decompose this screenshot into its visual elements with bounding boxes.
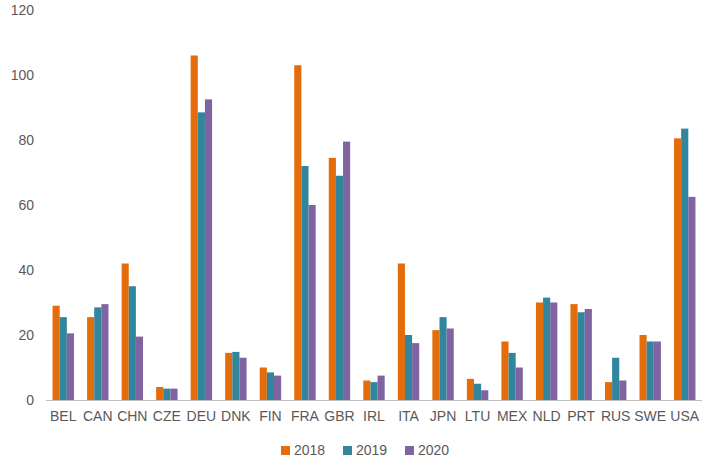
x-tick-label: SWE <box>634 408 666 424</box>
bar <box>536 303 543 401</box>
bar <box>612 358 619 400</box>
bar <box>647 342 654 401</box>
bar <box>439 317 446 400</box>
y-tick-label: 100 <box>11 67 35 83</box>
x-tick-label: MEX <box>497 408 528 424</box>
bar <box>674 138 681 400</box>
x-tick-label: ITA <box>398 408 419 424</box>
bar <box>378 376 385 400</box>
x-axis <box>46 400 702 401</box>
bar <box>129 286 136 400</box>
y-tick-label: 80 <box>18 132 34 148</box>
bar <box>122 264 129 401</box>
bar <box>87 317 94 400</box>
bar <box>136 337 143 400</box>
bars <box>53 56 696 401</box>
bar <box>516 368 523 401</box>
bar <box>336 176 343 400</box>
bar <box>163 389 170 400</box>
bar <box>681 129 688 400</box>
x-tick-label: BEL <box>50 408 77 424</box>
bar <box>398 264 405 401</box>
legend-label: 2020 <box>418 442 449 458</box>
bar <box>260 368 267 401</box>
bar <box>225 353 232 400</box>
bar <box>570 304 577 400</box>
legend-label: 2018 <box>294 442 325 458</box>
bar <box>640 335 647 400</box>
bar <box>294 65 301 400</box>
legend-swatch <box>343 446 352 455</box>
bar <box>329 158 336 400</box>
bar <box>550 303 557 401</box>
x-tick-label: JPN <box>430 408 456 424</box>
x-tick-label: CAN <box>83 408 113 424</box>
x-tick-label: FIN <box>259 408 282 424</box>
bar <box>481 390 488 400</box>
bar <box>363 381 370 401</box>
bar <box>474 384 481 400</box>
bar <box>343 142 350 400</box>
bar <box>267 372 274 400</box>
bar <box>654 342 661 401</box>
bar <box>232 352 239 400</box>
legend-swatch <box>281 446 290 455</box>
bar <box>585 309 592 400</box>
bar <box>619 381 626 401</box>
x-tick-label: DEU <box>187 408 217 424</box>
legend: 2018 2019 2020 <box>281 442 449 458</box>
bar <box>101 304 108 400</box>
y-tick-label: 40 <box>18 262 34 278</box>
y-tick-label: 0 <box>26 392 34 408</box>
bar <box>301 166 308 400</box>
bar <box>67 333 74 400</box>
x-tick-label: USA <box>670 408 699 424</box>
legend-swatch <box>405 446 414 455</box>
bar <box>170 389 177 400</box>
bar <box>412 343 419 400</box>
x-tick-label: DNK <box>221 408 251 424</box>
bar <box>60 317 67 400</box>
x-tick-label: IRL <box>363 408 385 424</box>
x-tick-label: CZE <box>153 408 181 424</box>
bar <box>274 376 281 400</box>
legend-label: 2019 <box>356 442 387 458</box>
bar <box>370 382 377 400</box>
chart: 0 20 40 60 80 100 120 BEL CANCHN CZE DEUDNK FIN FRAG… <box>0 0 708 465</box>
bar <box>509 353 516 400</box>
y-tick-label: 20 <box>18 327 34 343</box>
bar <box>467 379 474 400</box>
bar <box>578 312 585 400</box>
bar <box>543 298 550 400</box>
bar <box>501 342 508 401</box>
bar <box>405 335 412 400</box>
bar <box>94 307 101 400</box>
bar <box>688 197 695 400</box>
bar <box>447 329 454 401</box>
y-tick-label: 120 <box>11 2 35 18</box>
bar <box>432 330 439 400</box>
x-tick-label: NLD <box>533 408 561 424</box>
x-tick-label: FRA <box>291 408 320 424</box>
bar <box>191 56 198 401</box>
bar <box>205 99 212 400</box>
bar <box>605 382 612 400</box>
x-tick-label: CHN <box>117 408 147 424</box>
x-tick-label: PRT <box>567 408 595 424</box>
bar <box>53 306 60 400</box>
x-tick-label: GBR <box>324 408 354 424</box>
x-tick-label: LTU <box>465 408 490 424</box>
x-tick-label: RUS <box>601 408 631 424</box>
y-tick-label: 60 <box>18 197 34 213</box>
bar <box>156 387 163 400</box>
bar <box>309 205 316 400</box>
bar <box>198 112 205 400</box>
bar <box>239 358 246 400</box>
